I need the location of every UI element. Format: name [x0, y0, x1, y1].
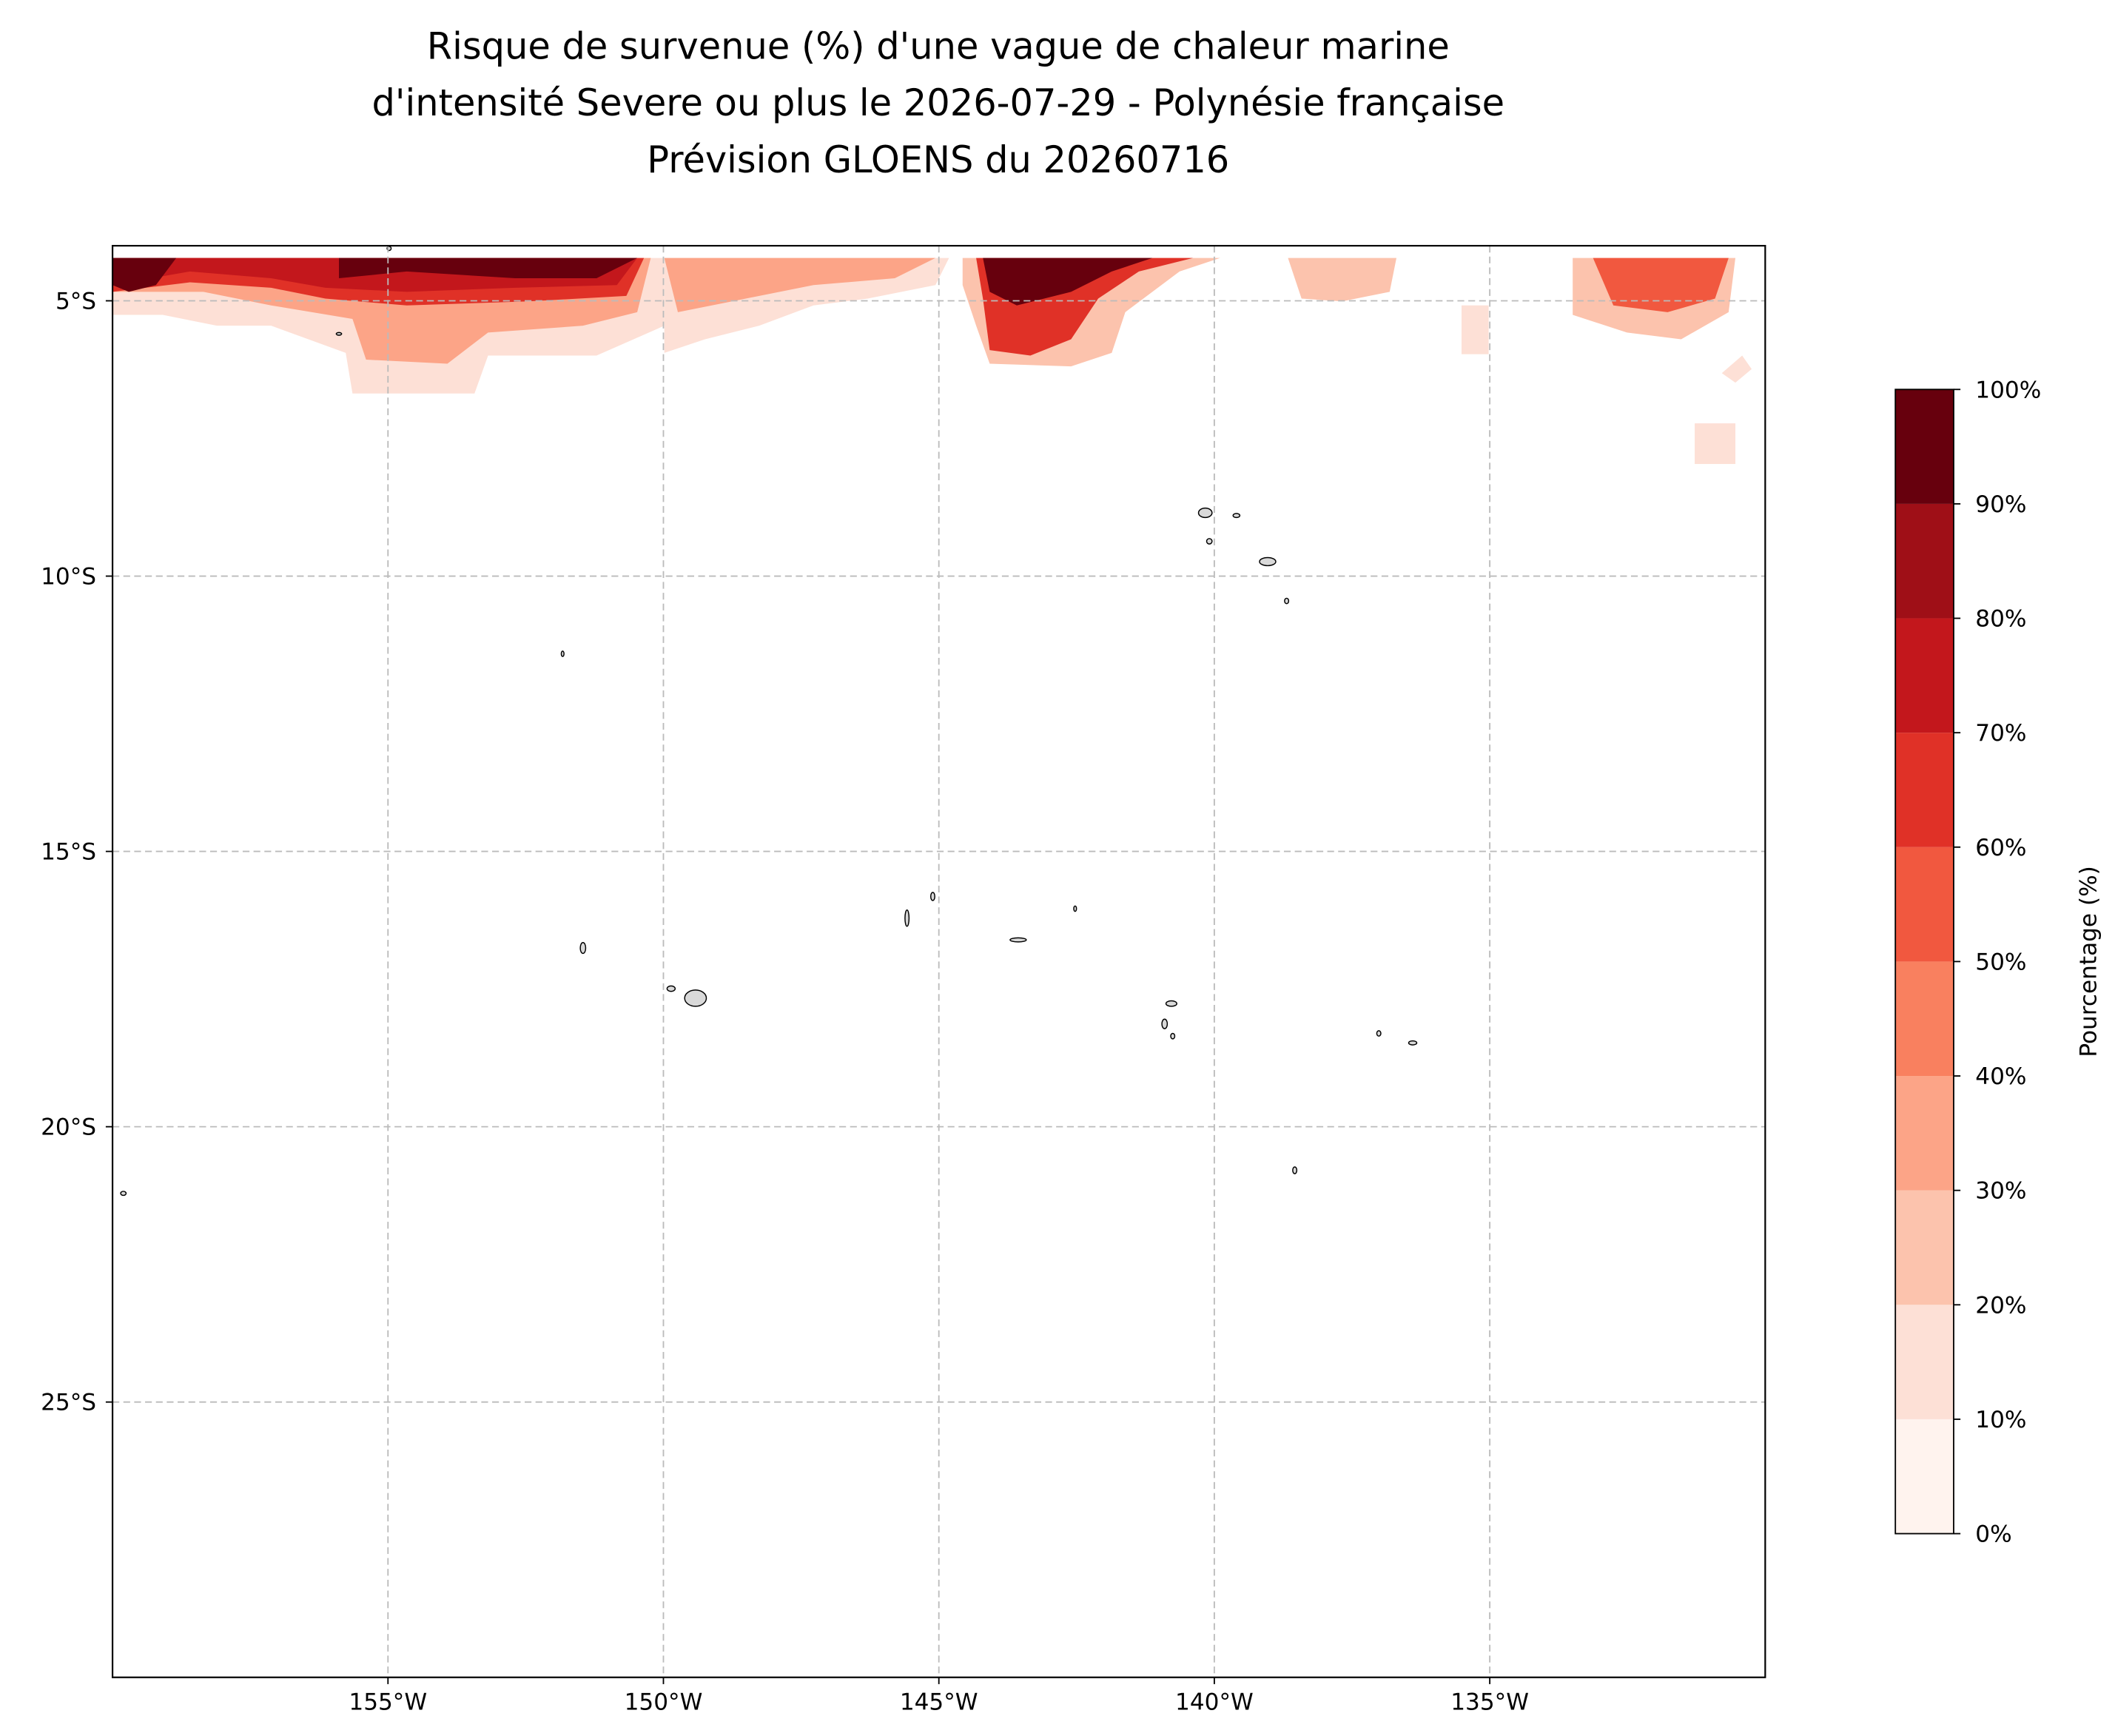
grid — [112, 246, 1766, 1678]
title-block: Risque de survenue (%) d'une vague de ch… — [371, 24, 1504, 181]
colorbar-band — [1895, 961, 1954, 1077]
title-line: Prévision GLOENS du 20260716 — [647, 138, 1229, 181]
x-tick-label: 145°W — [900, 1689, 978, 1716]
colorbar-label: Pourcentage (%) — [2075, 866, 2102, 1057]
colorbar-band — [1895, 1305, 1954, 1419]
x-tick-label: 140°W — [1175, 1689, 1254, 1716]
colorbar-tick-label: 10% — [1975, 1407, 2026, 1433]
islands — [120, 246, 1418, 1197]
y-tick-label: 5°S — [56, 288, 96, 314]
colorbar-band — [1895, 1419, 1954, 1534]
colorbar: 0% 10% 20% 30% 40% 50% 60% 70% 80% 90% 100% Pourcen… — [1894, 377, 2102, 1548]
colorbar-tick-label: 30% — [1975, 1178, 2026, 1205]
colorbar-tick-label: 70% — [1975, 720, 2026, 747]
x-tick-label: 135°W — [1450, 1689, 1529, 1716]
y-tick-label: 15°S — [41, 839, 96, 866]
title-line: Risque de survenue (%) d'une vague de ch… — [427, 24, 1450, 67]
y-tick-label: 20°S — [41, 1114, 96, 1141]
y-tick-label: 10°S — [41, 564, 96, 591]
colorbar-band — [1895, 1076, 1954, 1191]
colorbar-tick-label: 80% — [1975, 606, 2026, 633]
colorbar-band — [1895, 503, 1954, 619]
y-tick-label: 25°S — [41, 1390, 96, 1416]
heat-field — [112, 246, 1752, 1197]
title-line: d'intensité Severe ou plus le 2026-07-29… — [371, 81, 1504, 124]
colorbar-tick-label: 40% — [1975, 1063, 2026, 1090]
colorbar-band — [1895, 1190, 1954, 1305]
colorbar-tick-label: 20% — [1975, 1292, 2026, 1319]
colorbar-band — [1895, 389, 1954, 504]
ticks: 155°W 150°W 145°W 140°W 135°W 5°S 10°S 15°S 20°S… — [41, 288, 1529, 1715]
x-tick-label: 150°W — [625, 1689, 703, 1716]
colorbar-tick-label: 60% — [1975, 835, 2026, 861]
colorbar-band — [1895, 618, 1954, 733]
colorbar-tick-label: 0% — [1975, 1521, 2011, 1548]
colorbar-band — [1895, 733, 1954, 847]
colorbar-tick-label: 90% — [1975, 491, 2026, 518]
heat-shapes — [112, 258, 1752, 465]
colorbar-tick-label: 100% — [1975, 377, 2041, 403]
x-tick-label: 155°W — [349, 1689, 427, 1716]
colorbar-band — [1895, 847, 1954, 962]
colorbar-tick-label: 50% — [1975, 949, 2026, 975]
